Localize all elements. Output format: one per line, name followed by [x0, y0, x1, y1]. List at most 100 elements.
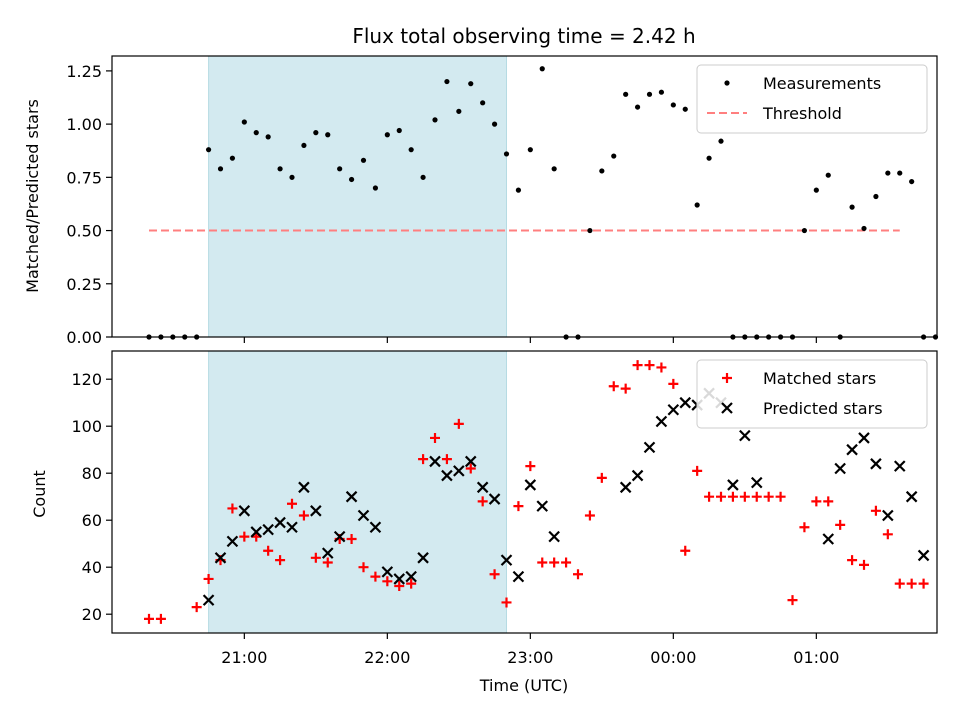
y-tick-label: 20 [82, 605, 102, 624]
data-point [468, 81, 474, 87]
observing-window-span [208, 351, 507, 633]
data-point [408, 147, 414, 153]
data-point [396, 127, 402, 134]
data-point [202, 594, 215, 606]
data-point [596, 472, 607, 483]
data-point [882, 529, 893, 540]
x-axis-label: Time (UTC) [479, 676, 568, 695]
data-point [265, 134, 271, 140]
data-point [658, 89, 665, 95]
data-point [503, 151, 510, 157]
data-point [263, 545, 274, 556]
bottom-panel: 20 40 60 80 100 120 21:00 22:00 23:00 00:00 01:00 M… [71, 350, 938, 667]
data-point [835, 519, 846, 530]
y-tick-label: 120 [71, 370, 102, 389]
data-point [348, 176, 355, 183]
data-point [587, 227, 593, 234]
data-point [250, 526, 263, 538]
data-point [325, 132, 331, 138]
data-point [858, 432, 870, 444]
data-point [406, 578, 417, 589]
legend-swatch [722, 373, 732, 383]
data-point [882, 509, 894, 522]
data-point [253, 130, 259, 136]
y-tick-label: 40 [82, 558, 102, 577]
y-tick-label: 100 [71, 417, 102, 436]
data-point [619, 481, 632, 494]
data-point [444, 78, 450, 85]
data-point [275, 555, 286, 566]
data-point [644, 360, 655, 371]
data-point [727, 479, 739, 491]
data-point [480, 100, 486, 106]
top-panel: 0.00 0.25 0.50 0.75 1.00 1.25 Measurements Thre… [66, 55, 939, 347]
observing-window-span [208, 56, 507, 337]
data-point [909, 178, 915, 185]
data-point [322, 557, 333, 568]
data-point [310, 552, 321, 563]
legend-box [696, 359, 928, 429]
data-point [811, 496, 822, 507]
data-point [539, 66, 545, 72]
data-point [893, 460, 906, 472]
data-point [393, 573, 406, 585]
data-point [536, 500, 549, 512]
data-point [337, 166, 343, 172]
data-point [611, 153, 617, 159]
y-tick-label: 1.00 [66, 115, 102, 134]
data-point [301, 142, 307, 149]
legend: Measurements Threshold [696, 64, 928, 134]
data-point [262, 523, 274, 536]
data-point [456, 108, 462, 114]
data-point [144, 613, 154, 624]
data-point [682, 106, 688, 112]
data-point [214, 552, 227, 564]
data-point [500, 554, 513, 566]
data-point [822, 533, 835, 545]
legend-label: Predicted stars [763, 399, 883, 418]
data-point [834, 462, 846, 475]
y-tick-label: 1.25 [66, 62, 102, 81]
data-point [584, 510, 595, 521]
data-point [561, 557, 572, 568]
data-point [885, 170, 891, 176]
data-point [537, 557, 548, 568]
data-point [667, 403, 680, 416]
data-point [787, 595, 798, 606]
data-point [417, 552, 429, 564]
data-point [727, 491, 738, 502]
data-point [229, 155, 236, 161]
legend-label: Measurements [763, 74, 881, 93]
data-point [310, 505, 322, 517]
data-point [418, 454, 429, 465]
data-point [441, 454, 452, 465]
plot-frame [111, 350, 938, 634]
data-point [370, 571, 381, 582]
data-point [298, 481, 310, 494]
data-point [513, 501, 524, 512]
data-point [694, 202, 700, 208]
data-point [670, 102, 676, 108]
data-point [345, 490, 358, 503]
chart-title: Flux total observing time = 2.42 h [352, 24, 695, 48]
y-tick-label: 0.50 [66, 222, 102, 241]
data-point [849, 204, 855, 210]
data-point [512, 570, 525, 583]
data-point [155, 613, 166, 624]
data-point [643, 441, 656, 454]
x-tick-label: 22:00 [364, 648, 410, 667]
data-point [655, 415, 668, 428]
series-measurements [146, 66, 939, 340]
y-tick-label: 0.25 [66, 275, 102, 294]
data-point [870, 458, 882, 470]
data-point [420, 174, 426, 180]
data-point [718, 138, 724, 144]
data-point [905, 490, 918, 503]
data-point [277, 166, 283, 172]
data-point [706, 155, 712, 161]
data-point [859, 559, 869, 570]
data-point [894, 578, 905, 589]
data-point [226, 535, 239, 548]
data-point [801, 227, 808, 234]
